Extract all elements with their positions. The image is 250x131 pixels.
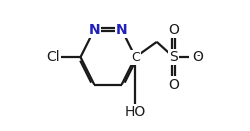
Text: Cl: Cl: [46, 50, 60, 64]
Text: O: O: [168, 78, 178, 92]
Text: -: -: [196, 50, 200, 60]
Text: N: N: [88, 23, 100, 37]
Text: O: O: [168, 23, 178, 37]
Text: S: S: [168, 50, 177, 64]
Text: C: C: [130, 51, 139, 64]
Text: N: N: [116, 23, 127, 37]
Text: O: O: [191, 50, 202, 64]
Text: HO: HO: [124, 105, 146, 119]
